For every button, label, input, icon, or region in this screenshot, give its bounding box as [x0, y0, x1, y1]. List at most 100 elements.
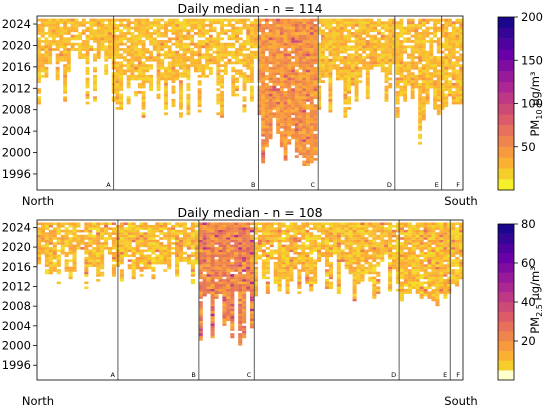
pm25-cell: [159, 242, 164, 245]
pm10-cell: [246, 37, 251, 41]
pm10-cell: [37, 101, 41, 105]
pm25-cell: [119, 239, 124, 243]
pm10-cell: [85, 82, 90, 86]
pm10-cell: [459, 56, 463, 59]
pm25-cell: [190, 239, 195, 243]
pm10-cell: [317, 53, 322, 57]
pm10-cell: [406, 53, 411, 57]
pm10-cell: [242, 45, 247, 49]
pm25-cell: [301, 252, 306, 255]
pm10-cell: [164, 24, 168, 27]
pm25-cell: [328, 222, 333, 226]
pm25-cell: [348, 252, 353, 255]
pm10-cell: [164, 32, 168, 35]
pm10-cell: [294, 141, 299, 145]
pm25-cell: [139, 266, 144, 270]
pm25-cell: [234, 256, 239, 260]
pm25-cell: [321, 254, 326, 258]
pm25-cell: [198, 239, 203, 243]
pm10-cell: [306, 24, 310, 27]
pm10-cell: [197, 34, 202, 38]
pm10-cell: [216, 58, 221, 62]
pm25-cell: [194, 256, 199, 260]
pm10-cell: [298, 109, 303, 113]
pm25-cell: [238, 242, 243, 245]
pm10-cell: [302, 64, 307, 67]
pm10-cell: [291, 74, 295, 78]
pm10-cell: [119, 82, 124, 86]
pm10-cell: [85, 69, 90, 73]
pm10-cell: [152, 21, 157, 25]
pm10-cell: [313, 50, 318, 54]
pm25-site-column: [230, 222, 235, 339]
pm25-cell: [285, 269, 290, 272]
pm10-cell: [264, 120, 269, 124]
pm10-cell: [350, 21, 355, 25]
pm10-cell: [197, 88, 202, 92]
pm25-cell: [210, 256, 215, 260]
pm10-cell: [399, 80, 404, 84]
pm25-cell: [285, 234, 290, 238]
pm10-cell: [425, 50, 430, 54]
pm10-cell: [418, 112, 423, 116]
pm25-cell: [242, 311, 247, 314]
pm25-cell: [84, 244, 89, 248]
pm10-cell: [354, 53, 359, 57]
pm25-cell: [226, 303, 231, 307]
pm10-cell: [395, 61, 400, 65]
pm25-cell: [297, 281, 302, 285]
pm10-site-column: [149, 21, 153, 92]
pm10-cell: [455, 26, 460, 30]
pm10-cell: [421, 21, 426, 25]
pm25-cell: [119, 269, 124, 272]
pm25-cell: [139, 249, 144, 253]
pm10-cell: [238, 53, 243, 57]
pm10-cell: [93, 24, 97, 27]
pm25-cell: [68, 237, 73, 240]
pm10-cell: [429, 45, 434, 49]
pm10-cell: [343, 72, 348, 75]
pm10-cell: [369, 53, 374, 57]
pm10-cell: [343, 64, 348, 67]
pm10-cell: [272, 98, 277, 102]
pm10-site-column: [313, 18, 318, 161]
pm25-cell: [360, 266, 365, 270]
pm10-cell: [291, 29, 295, 33]
pm10-cell: [37, 64, 41, 67]
pm10-cell: [37, 56, 41, 59]
pm10-cell: [302, 96, 307, 100]
pm25-cell: [372, 279, 377, 282]
pm25-cell: [60, 244, 65, 248]
pm10-cell: [369, 18, 374, 22]
pm25-cell: [119, 254, 124, 258]
pm10-cell: [276, 66, 281, 70]
pm10-cell: [242, 74, 247, 78]
pm10-cell: [294, 107, 299, 110]
pm25-cell: [293, 229, 298, 233]
pm10-cell: [433, 90, 437, 94]
pm10-cell: [55, 58, 60, 62]
pm25-cell: [265, 252, 270, 255]
pm25-cell: [210, 293, 215, 297]
pm10-cell: [167, 40, 172, 43]
pm25-cell: [96, 242, 101, 245]
pm10-cell: [37, 24, 41, 27]
pm25-cell: [242, 313, 247, 317]
pm25-cell: [305, 244, 310, 248]
pm10-cell: [421, 32, 426, 35]
pm25-cell: [92, 247, 97, 250]
pm10-cell: [141, 45, 146, 49]
pm25-cell: [175, 222, 180, 226]
pm10-cell: [421, 72, 426, 75]
pm10-site-column: [137, 18, 142, 94]
pm10-cell: [197, 58, 202, 62]
pm10-cell: [291, 123, 295, 126]
pm25-cell: [234, 274, 239, 277]
pm10-cell: [261, 18, 266, 22]
pm10-site-column: [160, 18, 165, 81]
pm10-cell: [444, 45, 449, 49]
pm25-cell: [131, 264, 136, 267]
pm10-cell: [216, 69, 221, 73]
pm25-cell: [289, 269, 294, 272]
pm25-cell: [352, 232, 357, 235]
